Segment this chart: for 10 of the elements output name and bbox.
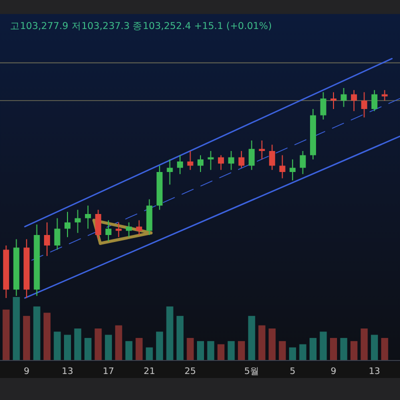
x-tick-label: 9 <box>24 367 30 377</box>
x-tick-label: 5월 <box>244 367 260 377</box>
x-tick-label: 13 <box>368 367 380 377</box>
x-tick-label: 13 <box>62 367 74 377</box>
x-tick-label: 17 <box>102 367 114 377</box>
x-tick-label: 5 <box>290 367 296 377</box>
chart-title: 고103,277.9 저103,237.3 종103,252.4 +15.1 (+0.01%) <box>10 21 272 32</box>
x-tick-label: 21 <box>144 367 156 377</box>
x-tick-label: 25 <box>184 367 196 377</box>
x-tick-label: 9 <box>330 367 337 377</box>
